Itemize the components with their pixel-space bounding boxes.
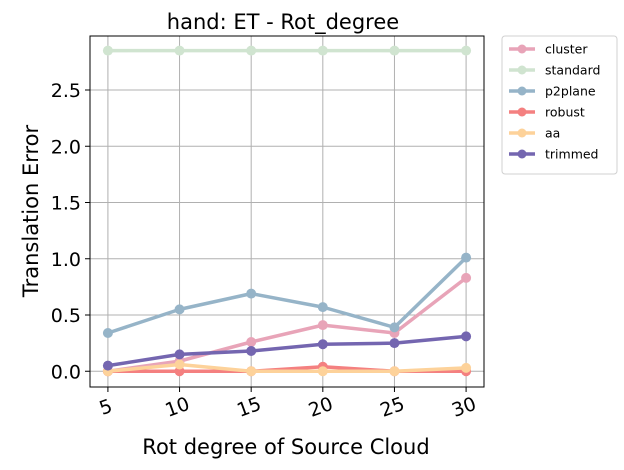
x-axis-label: Rot degree of Source Cloud: [142, 435, 429, 459]
x-tick-label: 25: [377, 393, 407, 422]
legend-label: cluster: [545, 42, 588, 57]
legend-label: robust: [545, 105, 585, 120]
data-point-p2plane: [102, 328, 113, 338]
y-tick-label: 2.0: [51, 136, 81, 158]
x-tick-label: 20: [306, 393, 336, 422]
y-ticks: 0.0 0.5 1.0 1.5 2.0 2.5: [51, 80, 90, 383]
series-lines: [102, 45, 472, 377]
plot-frame: [89, 35, 485, 388]
data-point-trimmed: [461, 331, 472, 342]
legend: cluster standard p2plane robust aa trimmed: [501, 35, 618, 175]
series-line-cluster: [106, 276, 468, 373]
x-ticks: 5 10 15 20 25 30: [96, 387, 479, 422]
data-point-standard: [317, 45, 328, 56]
data-point-standard: [174, 45, 185, 56]
data-point-trimmed: [174, 349, 185, 360]
legend-swatch-marker: [517, 86, 527, 96]
data-point-cluster: [246, 337, 257, 347]
data-point-standard: [246, 45, 257, 56]
data-point-standard: [389, 45, 400, 56]
legend-label: trimmed: [545, 147, 599, 162]
legend-entry-standard: standard: [509, 63, 600, 78]
series-aa: [102, 359, 472, 377]
x-tick-label: 10: [162, 393, 192, 422]
y-tick-label: 0.0: [51, 361, 81, 383]
legend-label: p2plane: [545, 84, 596, 99]
y-tick-label: 1.5: [51, 193, 81, 215]
legend-entry-p2plane: p2plane: [509, 84, 596, 99]
legend-label: standard: [545, 63, 600, 78]
data-point-standard: [102, 45, 113, 56]
legend-swatch-marker: [517, 128, 527, 138]
legend-swatch-marker: [517, 149, 527, 159]
legend-entry-aa: aa: [509, 126, 560, 141]
series-trimmed: [102, 331, 472, 371]
data-point-trimmed: [317, 339, 328, 350]
legend-swatch-marker: [517, 44, 527, 54]
series-p2plane: [102, 252, 472, 338]
y-tick-label: 2.5: [51, 80, 81, 102]
chart-title: hand: ET - Rot_degree: [167, 10, 399, 35]
data-point-aa: [317, 366, 328, 377]
series-cluster: [102, 272, 472, 377]
data-point-aa: [246, 366, 257, 377]
legend-label: aa: [545, 126, 560, 141]
legend-entry-cluster: cluster: [509, 42, 588, 57]
legend-swatch-marker: [517, 65, 527, 75]
series-standard: [102, 45, 472, 56]
data-point-aa: [389, 366, 400, 377]
data-point-trimmed: [102, 360, 113, 371]
data-point-standard: [461, 45, 472, 56]
data-point-p2plane: [174, 304, 185, 315]
data-point-aa: [174, 359, 185, 370]
x-tick-label: 5: [96, 395, 115, 420]
series-line-trimmed: [106, 334, 468, 368]
y-tick-label: 1.0: [51, 249, 81, 271]
x-tick-label: 30: [449, 393, 479, 422]
data-point-aa: [461, 362, 472, 373]
legend-entry-robust: robust: [509, 105, 585, 120]
data-point-cluster: [461, 272, 472, 283]
legend-swatch-marker: [517, 107, 527, 117]
data-point-p2plane: [246, 288, 257, 299]
data-point-p2plane: [461, 252, 472, 263]
series-line-p2plane: [106, 255, 468, 335]
data-point-trimmed: [246, 346, 257, 356]
data-point-trimmed: [389, 338, 400, 349]
y-axis-label: Translation Error: [19, 124, 43, 298]
legend-entry-trimmed: trimmed: [509, 147, 599, 162]
data-point-p2plane: [317, 302, 328, 313]
data-point-p2plane: [389, 322, 400, 333]
y-tick-label: 0.5: [51, 305, 81, 327]
series-line-aa: [106, 362, 468, 373]
x-tick-label: 15: [234, 393, 264, 422]
data-point-cluster: [317, 320, 328, 331]
